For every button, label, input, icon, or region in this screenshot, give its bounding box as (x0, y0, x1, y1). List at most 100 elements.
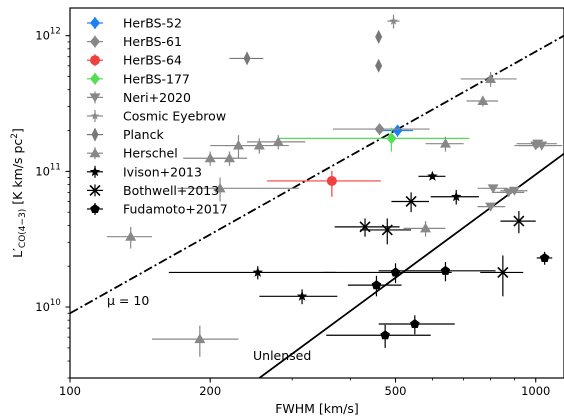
legend-marker (89, 93, 101, 103)
data-point-stroke-b (513, 215, 525, 227)
data-point (194, 333, 206, 344)
data-point (390, 267, 401, 277)
legend-marker (90, 55, 100, 66)
legend-marker (90, 72, 100, 85)
series-cosmic-eyebrow (387, 14, 400, 29)
data-point (214, 182, 226, 193)
legend-item-bothwell-2013: Bothwell+2013 (87, 183, 219, 198)
legend-label: HerBS-64 (123, 53, 182, 68)
x-axis-label: FWHM [km/s] (275, 401, 359, 416)
legend-item-herbs-61: HerBS-61 (87, 34, 182, 49)
series-bothwell-2013 (334, 192, 536, 297)
x-tick-label: 200 (199, 384, 221, 398)
legend-label: Herschel (123, 146, 178, 161)
data-point (440, 265, 451, 275)
plot-frame (69, 7, 564, 379)
data-point (427, 170, 438, 181)
y-label-rest: [K km/s pc (10, 139, 25, 209)
legend-label: Ivison+2013 (123, 164, 202, 179)
data-point (371, 280, 382, 290)
y-axis-label: L′CO(4−3) [K km/s pc2] (10, 128, 28, 258)
data-point (380, 330, 390, 340)
legend-marker (89, 147, 101, 158)
data-point (485, 73, 497, 83)
x-tick-label: 100 (59, 384, 81, 398)
data-point (386, 132, 397, 145)
data-point (125, 231, 137, 241)
data-point (487, 184, 499, 194)
series-herbs-52 (380, 124, 413, 137)
data-point (389, 16, 398, 25)
legend-marker (91, 127, 99, 142)
y-tick-exponent: 10 (50, 298, 61, 308)
data-point (405, 195, 417, 208)
legend-label: HerBS-61 (123, 34, 182, 49)
data-point (485, 202, 497, 212)
data-point (204, 152, 216, 163)
series-planck (229, 29, 383, 73)
mu10-label: μ = 10 (107, 293, 149, 308)
legend-marker (89, 184, 101, 196)
legend-item-herbs-64: HerBS-64 (87, 53, 182, 68)
legend-label: Planck (123, 127, 164, 142)
data-point (420, 222, 432, 233)
plot-layer: μ = 10 Unlensed (70, 14, 564, 378)
data-point (223, 152, 235, 163)
legend: HerBS-52 HerBS-61 HerBS-64 HerBS-177 Neri+20… (87, 16, 228, 217)
x-tick-label: 500 (385, 384, 407, 398)
data-point (410, 319, 420, 329)
data-point (243, 51, 251, 66)
plot-area (70, 14, 564, 378)
legend-item-planck: Planck (87, 127, 164, 142)
data-point (272, 136, 284, 146)
legend-item-fudamoto-2017: Fudamoto+2017 (87, 202, 228, 217)
legend-item-herbs-52: HerBS-52 (87, 16, 182, 31)
data-point-stroke-b (381, 224, 393, 236)
series-herbs-64 (267, 170, 381, 197)
legend-item-ivison-2013: Ivison+2013 (87, 164, 202, 179)
y-tick-label: 1012 (35, 27, 60, 43)
legend-label: Cosmic Eyebrow (123, 109, 226, 124)
legend-item-herschel: Herschel (87, 146, 178, 161)
data-point (508, 186, 520, 196)
data-point (539, 252, 550, 263)
legend-item-cosmic-eyebrow: Cosmic Eyebrow (87, 109, 226, 124)
legend-marker (90, 17, 100, 29)
data-point (497, 266, 509, 278)
legend-marker (90, 204, 100, 214)
unlensed-label: Unlensed (253, 348, 311, 363)
legend-marker (90, 111, 100, 120)
mu10-line (70, 34, 564, 315)
y-tick-label: 1010 (35, 298, 60, 314)
legend-label: HerBS-52 (123, 16, 182, 31)
legend-label: Bothwell+2013 (123, 183, 219, 198)
data-point (513, 215, 525, 227)
y-label-sub: CO(4−3) (18, 209, 28, 248)
y-tick-exponent: 12 (50, 27, 61, 37)
data-point (252, 266, 263, 277)
data-point (451, 191, 462, 202)
legend-item-herbs-177: HerBS-177 (87, 71, 190, 86)
series-herbs-61 (332, 123, 430, 136)
series-neri-2020 (477, 139, 563, 212)
data-point (375, 58, 383, 73)
data-point (375, 29, 383, 44)
series-herbs-177 (278, 127, 470, 152)
y-label-main: L′ (10, 248, 25, 258)
data-point (296, 290, 308, 301)
data-point (253, 140, 265, 150)
data-point (232, 140, 244, 150)
series-herschel (106, 72, 517, 357)
data-point (326, 175, 337, 186)
y-tick-exponent: 11 (50, 162, 61, 172)
data-point (439, 138, 451, 148)
data-point (477, 95, 489, 106)
y-label-end: ] (10, 128, 25, 133)
legend-label: HerBS-177 (123, 71, 190, 86)
legend-marker-stroke-b (89, 184, 101, 196)
y-label-sup: 2 (10, 133, 20, 139)
legend-label: Neri+2020 (123, 90, 191, 105)
x-tick-label: 1000 (521, 384, 550, 398)
